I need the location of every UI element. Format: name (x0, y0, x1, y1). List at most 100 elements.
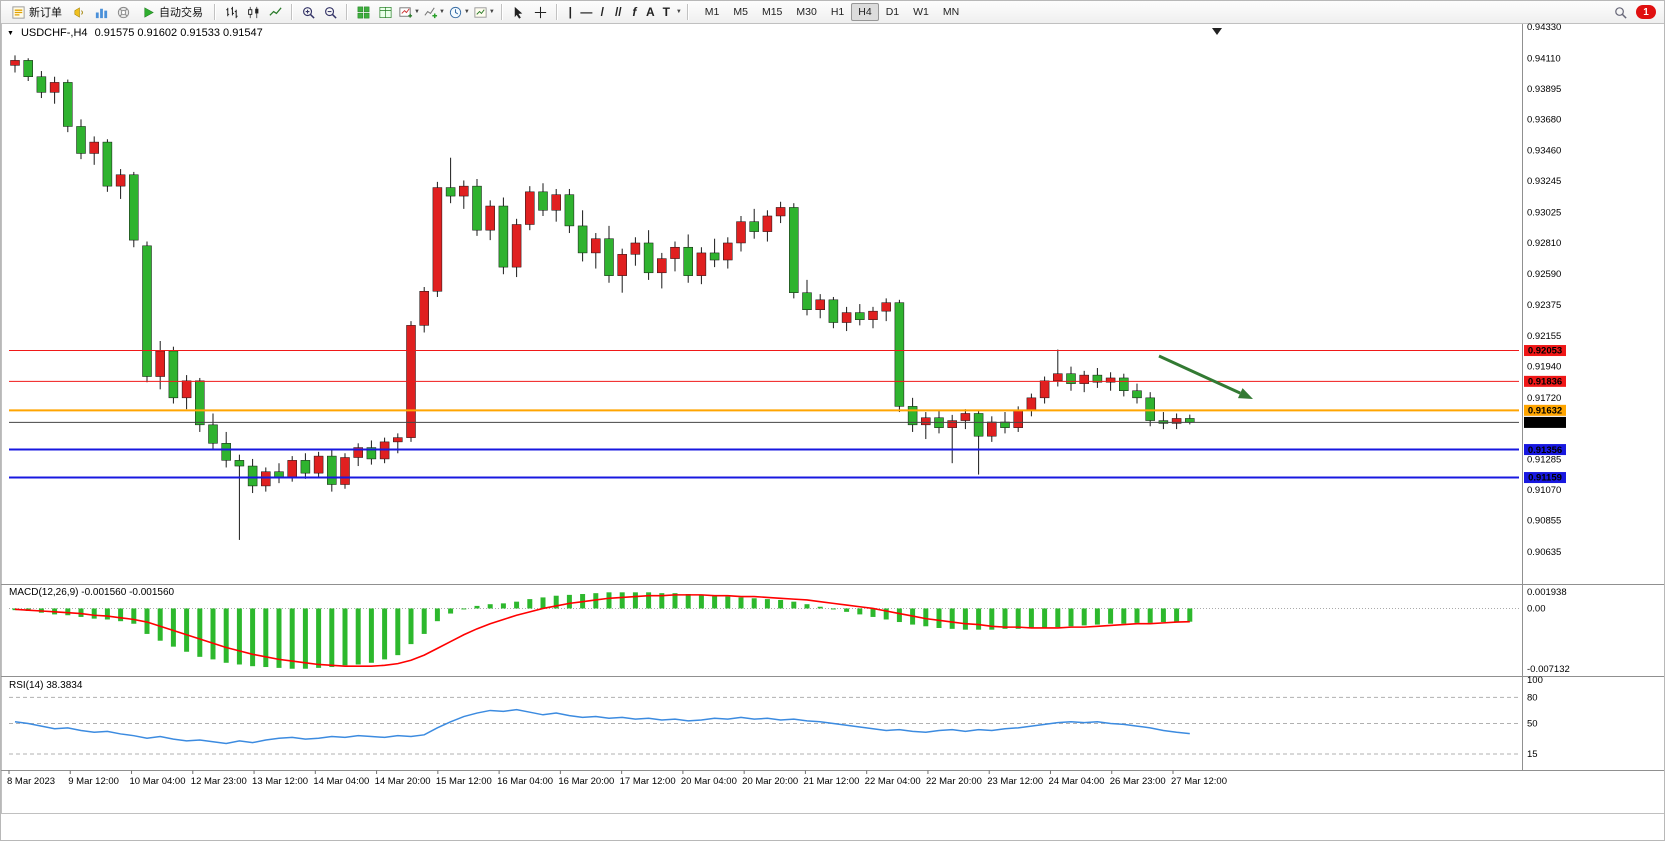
toolbar-separator (346, 4, 348, 20)
horizontal-line-0.92053[interactable]: 0.92053 (9, 345, 1566, 357)
fibonacci-tool[interactable]: f (632, 5, 637, 19)
svg-text:27 Mar 12:00: 27 Mar 12:00 (1171, 776, 1227, 787)
timeframe-button-d1[interactable]: D1 (885, 6, 900, 18)
cursor-button[interactable] (508, 2, 529, 22)
line-chart-icon (269, 6, 282, 16)
svg-text:0.91070: 0.91070 (1527, 485, 1561, 496)
svg-text:0.92155: 0.92155 (1527, 331, 1561, 342)
timeframe-group: M1 M5 M15 M30 H1 H4 D1 W1 MN (698, 3, 966, 21)
shapes-dropdown-icon[interactable]: ▼ (675, 9, 682, 15)
svg-text:15 Mar 12:00: 15 Mar 12:00 (436, 776, 492, 787)
timeframe-button-mn[interactable]: MN (942, 6, 960, 18)
svg-text:8 Mar 2023: 8 Mar 2023 (7, 776, 55, 787)
horizontal-line-0.91632[interactable]: 0.91632 (9, 404, 1566, 417)
horizontal-line-0.91159[interactable]: 0.91159 (9, 472, 1566, 484)
community-button[interactable] (113, 2, 134, 22)
svg-text:0.91356: 0.91356 (1528, 445, 1562, 456)
autotrade-button[interactable]: 自动交易 (135, 2, 209, 22)
timeframe-button-m15[interactable]: M15 (761, 6, 783, 18)
candles-view-button[interactable] (243, 2, 264, 22)
bars-view-button[interactable] (221, 2, 242, 22)
svg-text:0.90635: 0.90635 (1527, 547, 1561, 558)
horn-icon (74, 6, 83, 18)
chart-window[interactable]: 0.94330 0.94110 0.93895 0.93680 0.93460 0.932… (1, 23, 1665, 841)
chart-canvas[interactable]: 0.94330 0.94110 0.93895 0.93680 0.93460 0.932… (1, 23, 1665, 841)
headset-icon (117, 6, 130, 18)
data-window-button[interactable] (375, 2, 396, 22)
chevron-down-icon: ▼ (438, 9, 445, 15)
timeframe-button-m5[interactable]: M5 (733, 6, 748, 18)
periods-button[interactable]: ▼ (447, 2, 471, 22)
svg-text:22 Mar 20:00: 22 Mar 20:00 (926, 776, 982, 787)
pane-borders (1, 23, 1664, 814)
crosshair-icon (534, 6, 546, 18)
trend-arrow[interactable] (1158, 354, 1253, 399)
svg-text:0.92590: 0.92590 (1527, 269, 1561, 280)
horizontal-line-0.91356[interactable]: 0.91356 (9, 444, 1566, 456)
vertical-line-tool[interactable]: | (568, 5, 572, 19)
toolbar-separator (500, 4, 503, 20)
templates-button[interactable]: ▼ (472, 2, 496, 22)
rsi-indicator-label: RSI(14) 38.3834 (9, 680, 83, 691)
autotrade-label: 自动交易 (159, 7, 203, 19)
zoom-out-button[interactable] (320, 2, 341, 22)
svg-text:0.00: 0.00 (1527, 603, 1546, 614)
timeframe-button-m1[interactable]: M1 (704, 6, 720, 18)
toolbar-separator (686, 4, 689, 20)
zoom-in-icon (303, 6, 315, 19)
symbol-period-label: USDCHF-,H4 (20, 27, 88, 39)
tile-grid-icon (357, 6, 370, 18)
notification-badge[interactable]: 1 (1636, 5, 1656, 19)
bar-chart-icon (95, 8, 108, 18)
new-chart-button[interactable]: ▼ (397, 2, 421, 22)
new-order-icon (12, 5, 25, 19)
svg-text:24 Mar 04:00: 24 Mar 04:00 (1048, 776, 1104, 787)
svg-text:0.91632: 0.91632 (1528, 406, 1562, 417)
search-icon (1615, 6, 1627, 19)
cursor-icon (514, 6, 523, 19)
svg-text:13 Mar 12:00: 13 Mar 12:00 (252, 776, 308, 787)
svg-text:20 Mar 04:00: 20 Mar 04:00 (681, 776, 737, 787)
channel-tool[interactable]: // (614, 5, 622, 19)
svg-text:15: 15 (1527, 749, 1538, 760)
template-icon (474, 6, 487, 18)
rsi-pane: 100 80 50 15 (9, 675, 1543, 760)
timeframe-button-h4[interactable]: H4 (851, 3, 879, 21)
text-tool[interactable]: A (645, 5, 655, 19)
play-icon (144, 6, 154, 18)
svg-text:16 Mar 20:00: 16 Mar 20:00 (558, 776, 614, 787)
timeframe-button-w1[interactable]: W1 (913, 6, 929, 18)
svg-text:0.94110: 0.94110 (1527, 53, 1561, 64)
svg-text:0.91285: 0.91285 (1527, 455, 1561, 466)
toolbar-separator (291, 4, 293, 20)
svg-text:20 Mar 20:00: 20 Mar 20:00 (742, 776, 798, 787)
new-order-button[interactable]: 新订单 (5, 2, 68, 22)
horizontal-line-0.91836[interactable]: 0.91836 (9, 375, 1566, 388)
svg-text:-0.007132: -0.007132 (1527, 664, 1570, 675)
line-view-button[interactable] (265, 2, 286, 22)
market-watch-button[interactable] (91, 2, 112, 22)
chevron-down-icon: ▼ (463, 9, 470, 15)
toolbar-separator (555, 4, 558, 20)
svg-text:14 Mar 20:00: 14 Mar 20:00 (375, 776, 431, 787)
price-axis-labels: 0.94330 0.94110 0.93895 0.93680 0.93460 0.932… (1527, 23, 1561, 558)
tile-windows-button[interactable] (353, 2, 374, 22)
svg-text:80: 80 (1527, 692, 1538, 703)
one-click-trading-arrow-icon[interactable]: ▼ (7, 29, 14, 37)
timeframe-button-m30[interactable]: M30 (796, 6, 817, 18)
chart-title: ▼ USDCHF-,H4 0.91575 0.91602 0.91533 0.9… (7, 27, 263, 39)
alerts-button[interactable] (69, 2, 90, 22)
timeframe-button-h1[interactable]: H1 (830, 6, 845, 18)
svg-text:0.93025: 0.93025 (1527, 207, 1561, 218)
svg-text:9 Mar 12:00: 9 Mar 12:00 (68, 776, 119, 787)
svg-text:17 Mar 12:00: 17 Mar 12:00 (620, 776, 676, 787)
label-tool[interactable]: T (662, 5, 670, 19)
zoom-in-button[interactable] (298, 2, 319, 22)
time-axis: 8 Mar 2023 9 Mar 12:00 10 Mar 04:00 12 Mar … (7, 770, 1227, 787)
trendline-tool[interactable]: / (600, 5, 604, 19)
search-button[interactable] (1610, 2, 1631, 22)
horizontal-line-tool[interactable]: — (580, 5, 593, 19)
indicators-button[interactable]: ▼ (422, 2, 446, 22)
crosshair-button[interactable] (530, 2, 551, 22)
